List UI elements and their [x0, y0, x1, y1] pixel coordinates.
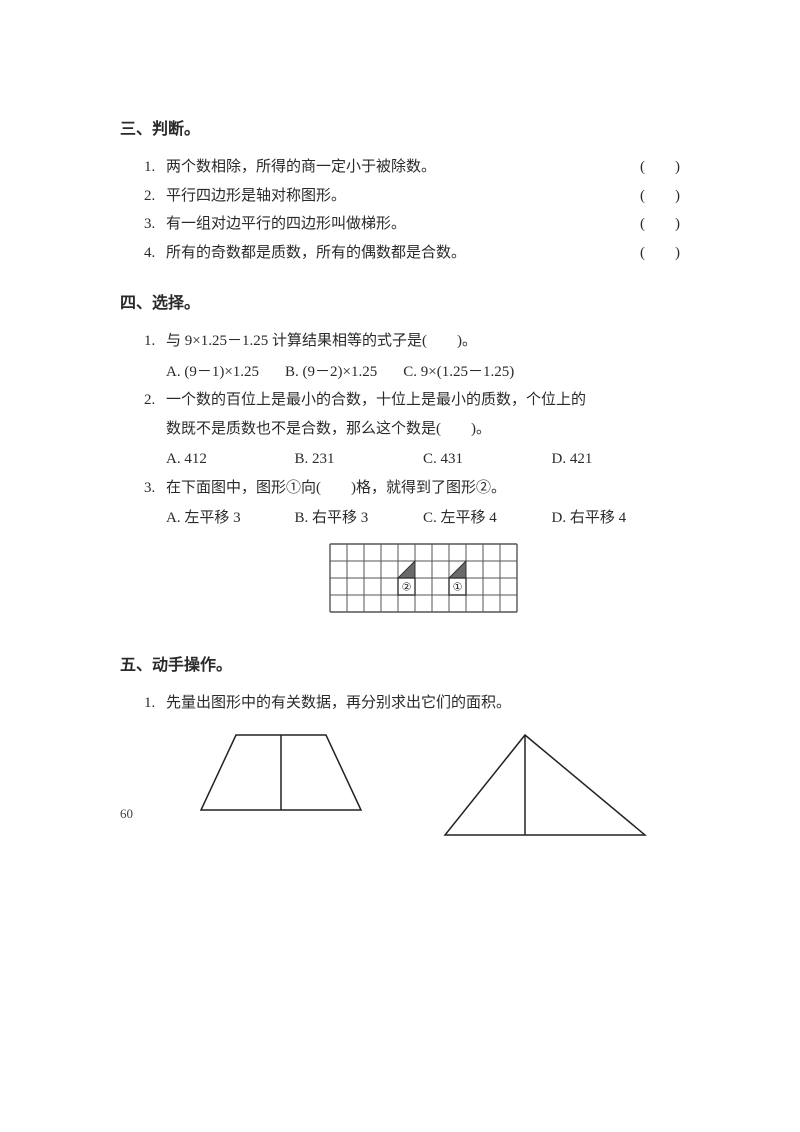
s3-q2-paren: ( ) [640, 182, 680, 211]
s4-q3-text: 在下面图中，图形①向( )格，就得到了图形②。 [166, 474, 680, 503]
trapezoid-figure [199, 733, 363, 812]
s3-q4-text: 所有的奇数都是质数，所有的偶数都是合数。 [166, 239, 620, 268]
s4-q2-line2: 数既不是质数也不是合数，那么这个数是( )。 [166, 415, 680, 444]
s3-q1: 1. 两个数相除，所得的商一定小于被除数。 ( ) [144, 153, 680, 182]
s5-q1-num: 1. [144, 689, 166, 838]
section5-list: 1. 先量出图形中的有关数据，再分别求出它们的面积。 [120, 689, 680, 838]
s3-q1-text: 两个数相除，所得的商一定小于被除数。 [166, 153, 620, 182]
section3-list: 1. 两个数相除，所得的商一定小于被除数。 ( ) 2. 平行四边形是轴对称图形… [120, 153, 680, 267]
section3-header: 三、判断。 [120, 115, 680, 139]
s4-q3-num: 3. [144, 474, 166, 629]
s4-q2-optD: D. 421 [552, 445, 681, 474]
s4-q3-opts: A. 左平移 3 B. 右平移 3 C. 左平移 4 D. 右平移 4 [166, 504, 680, 533]
section-choice: 四、选择。 1. 与 9×1.25－1.25 计算结果相等的式子是( )。 A.… [120, 289, 680, 629]
s4-q2-optB: B. 231 [295, 445, 424, 474]
section4-list: 1. 与 9×1.25－1.25 计算结果相等的式子是( )。 A. (9－1)… [120, 327, 680, 629]
section5-header: 五、动手操作。 [120, 651, 680, 675]
translation-grid-figure: ②① [329, 543, 518, 613]
section-operate: 五、动手操作。 1. 先量出图形中的有关数据，再分别求出它们的面积。 [120, 651, 680, 838]
s4-q2-optA: A. 412 [166, 445, 295, 474]
svg-text:②: ② [401, 581, 411, 593]
s4-q3-optD: D. 右平移 4 [552, 504, 681, 533]
svg-text:①: ① [452, 581, 462, 593]
s3-q4-num: 4. [144, 239, 166, 268]
s5-q1-text: 先量出图形中的有关数据，再分别求出它们的面积。 [166, 689, 680, 718]
s4-q1-opts: A. (9－1)×1.25 B. (9－2)×1.25 C. 9×(1.25－1… [166, 358, 680, 387]
s4-q2-optC: C. 431 [423, 445, 552, 474]
s3-q3: 3. 有一组对边平行的四边形叫做梯形。 ( ) [144, 210, 680, 239]
s4-q3: 3. 在下面图中，图形①向( )格，就得到了图形②。 A. 左平移 3 B. 右… [144, 474, 680, 629]
s3-q4: 4. 所有的奇数都是质数，所有的偶数都是合数。 ( ) [144, 239, 680, 268]
s3-q2: 2. 平行四边形是轴对称图形。 ( ) [144, 182, 680, 211]
s3-q3-num: 3. [144, 210, 166, 239]
shapes-row [166, 733, 680, 837]
s4-q1: 1. 与 9×1.25－1.25 计算结果相等的式子是( )。 A. (9－1)… [144, 327, 680, 386]
s3-q4-paren: ( ) [640, 239, 680, 268]
s3-q3-text: 有一组对边平行的四边形叫做梯形。 [166, 210, 620, 239]
s4-q1-optC: C. 9×(1.25－1.25) [403, 358, 514, 387]
s4-q1-optB: B. (9－2)×1.25 [285, 358, 377, 387]
s4-q1-optA: A. (9－1)×1.25 [166, 358, 259, 387]
s4-q2-line1: 一个数的百位上是最小的合数，十位上是最小的质数，个位上的 [166, 386, 680, 415]
s4-q1-num: 1. [144, 327, 166, 386]
s4-q2-num: 2. [144, 386, 166, 474]
page-number: 60 [120, 806, 133, 822]
s4-q3-optA: A. 左平移 3 [166, 504, 295, 533]
s4-q3-optC: C. 左平移 4 [423, 504, 552, 533]
s5-q1: 1. 先量出图形中的有关数据，再分别求出它们的面积。 [144, 689, 680, 838]
s3-q2-text: 平行四边形是轴对称图形。 [166, 182, 620, 211]
s4-q2-opts: A. 412 B. 231 C. 431 D. 421 [166, 445, 680, 474]
s4-q1-text: 与 9×1.25－1.25 计算结果相等的式子是( )。 [166, 327, 680, 356]
s4-q3-optB: B. 右平移 3 [295, 504, 424, 533]
section4-header: 四、选择。 [120, 289, 680, 313]
s3-q3-paren: ( ) [640, 210, 680, 239]
triangle-figure [443, 733, 647, 837]
s3-q1-num: 1. [144, 153, 166, 182]
section-judgement: 三、判断。 1. 两个数相除，所得的商一定小于被除数。 ( ) 2. 平行四边形… [120, 115, 680, 267]
s3-q2-num: 2. [144, 182, 166, 211]
s4-q2: 2. 一个数的百位上是最小的合数，十位上是最小的质数，个位上的 数既不是质数也不… [144, 386, 680, 474]
s3-q1-paren: ( ) [640, 153, 680, 182]
